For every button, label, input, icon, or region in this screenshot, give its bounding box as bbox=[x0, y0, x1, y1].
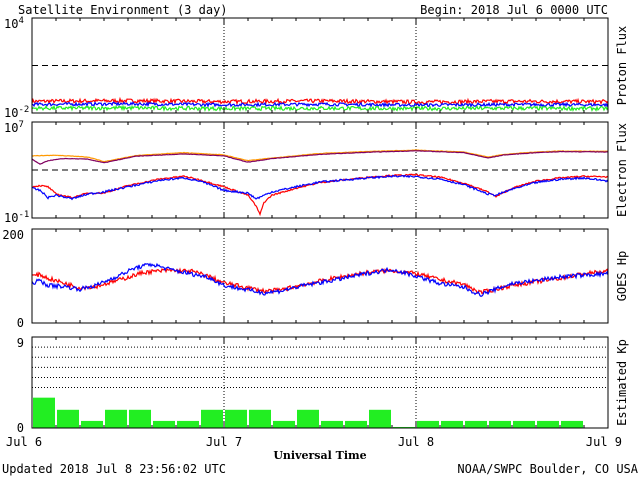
series-purple-line bbox=[31, 150, 609, 165]
y-tick-label-top: 104 bbox=[4, 16, 24, 31]
series-green-line bbox=[31, 104, 609, 113]
y-tick-label-top: 200 bbox=[2, 228, 24, 242]
kp-bar bbox=[465, 420, 487, 428]
panels: 104 10-2 Proton Flux 107 10-1 Electron Flux 20… bbox=[2, 16, 629, 435]
panel-electron: 107 10-1 Electron Flux bbox=[4, 120, 629, 225]
kp-bar bbox=[561, 420, 583, 428]
y-axis-label: Proton Flux bbox=[615, 26, 629, 105]
kp-bar bbox=[177, 420, 199, 428]
begin-time: Begin: 2018 Jul 6 0000 UTC bbox=[420, 3, 608, 17]
kp-bar bbox=[297, 409, 319, 428]
y-tick-label-bottom: 10-1 bbox=[4, 210, 29, 225]
x-tick-label: Jul 7 bbox=[206, 435, 242, 449]
kp-bar bbox=[81, 420, 103, 428]
y-tick-label-bottom: 0 bbox=[17, 316, 24, 330]
x-tick-label: Jul 8 bbox=[398, 435, 434, 449]
panel-kp: 9 0 Estimated Kp bbox=[17, 336, 629, 435]
y-tick-label-top: 9 bbox=[17, 336, 24, 350]
credit-text: NOAA/SWPC Boulder, CO USA bbox=[457, 462, 638, 476]
panel-goes-hp: 200 0 GOES Hp bbox=[2, 228, 629, 330]
x-tick-label: Jul 6 bbox=[6, 435, 42, 449]
series-blue-line bbox=[31, 101, 609, 109]
kp-bar bbox=[537, 420, 559, 428]
kp-bar bbox=[441, 420, 463, 428]
y-axis-label: GOES Hp bbox=[615, 251, 629, 302]
x-tick-label: Jul 9 bbox=[586, 435, 622, 449]
series-blue-line bbox=[31, 262, 609, 297]
kp-bar bbox=[201, 409, 223, 428]
x-axis: Jul 6 Jul 7 Jul 8 Jul 9 bbox=[6, 435, 622, 449]
kp-bar bbox=[369, 409, 391, 428]
kp-bar bbox=[513, 420, 535, 428]
x-axis-label: Universal Time bbox=[273, 449, 366, 462]
kp-bar bbox=[249, 409, 271, 428]
kp-bar bbox=[489, 420, 511, 428]
y-axis-label: Electron Flux bbox=[615, 123, 629, 217]
y-tick-label-bottom: 10-2 bbox=[4, 105, 29, 120]
kp-bar bbox=[345, 420, 367, 428]
panel-proton: 104 10-2 Proton Flux bbox=[4, 16, 629, 120]
kp-bar bbox=[273, 420, 295, 428]
kp-bar bbox=[57, 409, 79, 428]
y-axis-label: Estimated Kp bbox=[615, 339, 629, 426]
series-blue-line bbox=[31, 174, 609, 201]
updated-text: Updated 2018 Jul 8 23:56:02 UTC bbox=[2, 462, 226, 476]
kp-bar bbox=[417, 420, 439, 428]
kp-bar bbox=[225, 409, 247, 428]
kp-bar bbox=[33, 397, 55, 428]
kp-bar bbox=[153, 420, 175, 428]
y-tick-label-top: 107 bbox=[4, 120, 24, 135]
kp-bar bbox=[129, 409, 151, 428]
kp-bar bbox=[105, 409, 127, 428]
series-red-line bbox=[31, 267, 609, 295]
chart-title: Satellite Environment (3 day) bbox=[18, 3, 228, 17]
kp-bar bbox=[393, 426, 415, 428]
y-tick-label-bottom: 0 bbox=[17, 421, 24, 435]
series-red-line bbox=[31, 96, 609, 106]
kp-bar bbox=[321, 420, 343, 428]
